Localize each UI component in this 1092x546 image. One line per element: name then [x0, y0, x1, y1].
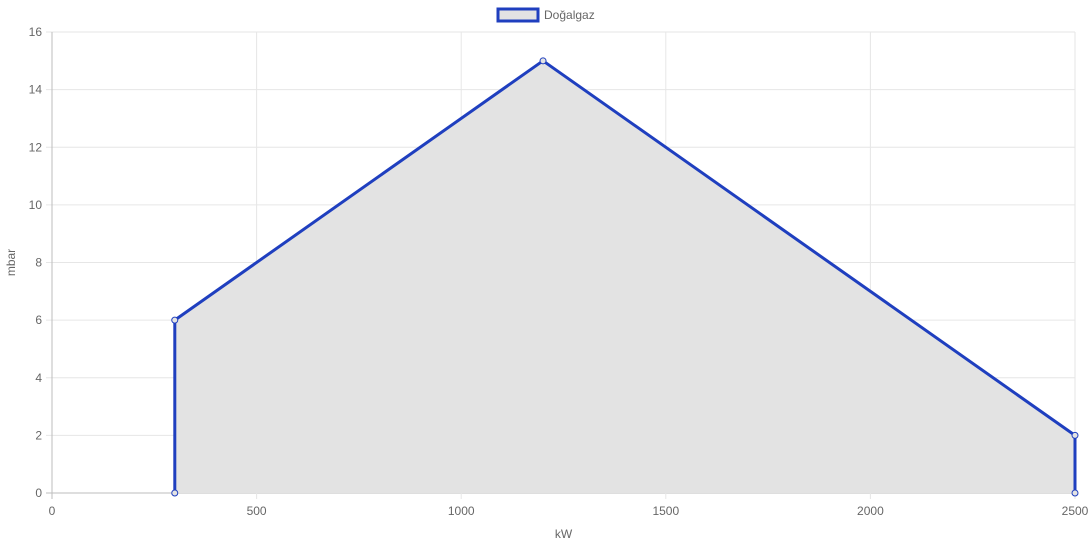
data-point[interactable]	[1071, 431, 1079, 439]
y-tick-label: 12	[29, 140, 43, 154]
x-tick-label: 1500	[652, 504, 679, 518]
data-point[interactable]	[171, 316, 179, 324]
x-tick-label: 2000	[857, 504, 884, 518]
x-tick-label: 500	[247, 504, 267, 518]
y-tick-label: 0	[35, 486, 42, 500]
plot-area	[171, 57, 1079, 497]
legend[interactable]: Doğalgaz	[496, 7, 595, 23]
y-tick-label: 6	[35, 313, 42, 327]
data-point[interactable]	[539, 57, 547, 65]
legend-label-dogalgaz[interactable]: Doğalgaz	[544, 8, 595, 22]
y-tick-label: 2	[35, 428, 42, 442]
data-point[interactable]	[171, 489, 179, 497]
x-axis-label: kW	[555, 527, 573, 541]
y-axis-label: mbar	[4, 249, 18, 276]
x-tick-label: 0	[49, 504, 56, 518]
y-tick-label: 4	[35, 371, 42, 385]
data-point[interactable]	[1071, 489, 1079, 497]
axes: 0 2 4 6 8 10 12 14 16 0 500 1000 1500 2000 2500	[29, 25, 1089, 518]
x-tick-label: 1000	[448, 504, 475, 518]
y-tick-label: 8	[35, 256, 42, 270]
series-area-fill	[174, 60, 1076, 494]
y-tick-label: 16	[29, 25, 43, 39]
legend-swatch-dogalgaz[interactable]	[496, 7, 540, 23]
x-tick-label: 2500	[1062, 504, 1089, 518]
y-tick-label: 14	[29, 83, 43, 97]
y-tick-label: 10	[29, 198, 43, 212]
